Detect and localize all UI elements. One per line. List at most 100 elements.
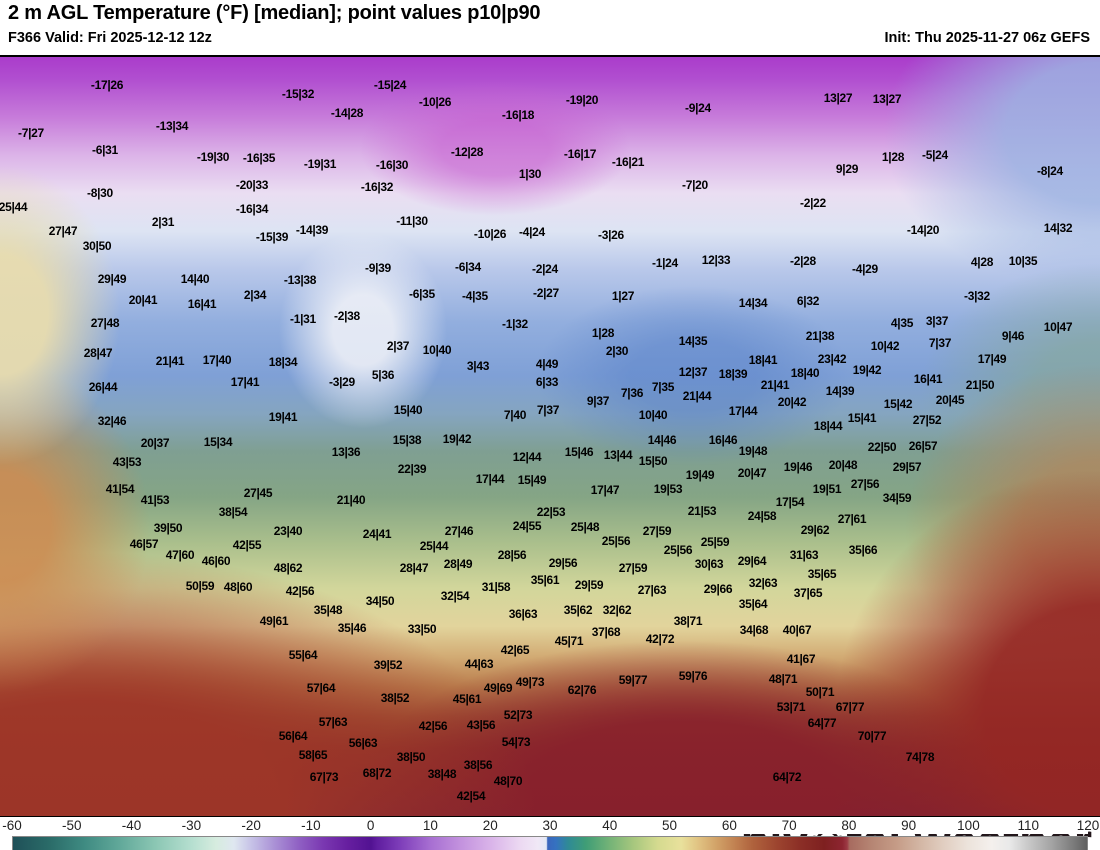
point-value: 23|42 [817, 352, 847, 366]
point-value: 64|77 [807, 716, 837, 730]
point-value: 42|54 [456, 789, 486, 803]
colorbar-tick-label: 110 [1017, 818, 1039, 833]
point-value: 52|73 [503, 708, 533, 722]
point-value: 14|32 [1043, 221, 1073, 235]
point-value: -16|30 [375, 158, 409, 172]
point-value: 29|62 [800, 523, 830, 537]
point-value: 19|51 [812, 482, 842, 496]
point-value: 42|55 [232, 538, 262, 552]
colorbar-tick-label: 90 [901, 818, 917, 833]
colorbar-tick-label: 120 [1076, 818, 1100, 833]
point-value: 17|44 [475, 472, 505, 486]
point-value: 3|37 [925, 314, 949, 328]
point-value: 25|56 [601, 534, 631, 548]
point-value: -16|35 [242, 151, 276, 165]
colorbar-tick-label: -20 [241, 818, 261, 833]
point-value: -7|27 [18, 126, 44, 140]
colorbar-tick-label: -50 [62, 818, 82, 833]
colorbar-tick-label: 100 [957, 818, 980, 833]
point-value: 15|40 [393, 403, 423, 417]
point-value: 33|50 [407, 622, 437, 636]
point-value: 2|31 [151, 215, 175, 229]
point-value: 27|52 [912, 413, 942, 427]
point-value: 48|70 [493, 774, 523, 788]
point-value: 55|64 [288, 648, 318, 662]
map-title: 2 m AGL Temperature (°F) [median]; point… [8, 2, 541, 24]
point-value: 35|46 [337, 621, 367, 635]
point-value: -2|27 [533, 286, 559, 300]
point-value: -8|30 [87, 186, 113, 200]
point-value: 6|32 [796, 294, 820, 308]
point-value: 31|63 [789, 548, 819, 562]
point-value: 45|71 [554, 634, 584, 648]
colorbar-tick-label: 10 [422, 818, 438, 833]
point-value: 38|56 [463, 758, 493, 772]
colorbar-tick-label: 80 [841, 818, 857, 833]
point-value: 20|41 [128, 293, 158, 307]
point-value: 24|41 [362, 527, 392, 541]
point-value: 10|42 [870, 339, 900, 353]
point-value: -6|31 [92, 143, 118, 157]
point-value: 19|48 [738, 444, 768, 458]
point-value: 16|41 [913, 372, 943, 386]
colorbar-tick-label: 60 [721, 818, 737, 833]
point-value: 39|50 [153, 521, 183, 535]
point-value: 42|65 [500, 643, 530, 657]
point-value: 4|28 [970, 255, 994, 269]
colorbar-tick-label: 30 [542, 818, 558, 833]
point-value: 19|49 [685, 468, 715, 482]
point-value: -4|29 [852, 262, 878, 276]
point-value: 15|34 [203, 435, 233, 449]
point-value: 2|30 [605, 344, 629, 358]
point-value: 26|57 [908, 439, 938, 453]
point-value: -2|38 [334, 309, 360, 323]
point-value: 20|48 [828, 458, 858, 472]
point-value: -3|26 [598, 228, 624, 242]
point-value: 15|46 [564, 445, 594, 459]
point-value: 25|56 [663, 543, 693, 557]
point-value: 14|39 [825, 384, 855, 398]
point-value: 59|76 [678, 669, 708, 683]
point-value: 48|71 [768, 672, 798, 686]
point-value: 32|62 [602, 603, 632, 617]
point-value: 25|44 [419, 539, 449, 553]
point-value: 19|41 [268, 410, 298, 424]
point-value: 44|63 [464, 657, 494, 671]
point-value: 37|68 [591, 625, 621, 639]
point-value: -9|24 [685, 101, 711, 115]
point-value: 1|28 [881, 150, 905, 164]
point-value: 9|46 [1001, 329, 1025, 343]
point-value: 74|78 [905, 750, 935, 764]
point-value: 59|77 [618, 673, 648, 687]
point-value: -1|24 [652, 256, 678, 270]
point-value: 32|54 [440, 589, 470, 603]
point-value: 20|47 [737, 466, 767, 480]
point-value: 19|42 [442, 432, 472, 446]
point-value: 43|53 [112, 455, 142, 469]
point-value: -4|35 [462, 289, 488, 303]
colorbar-tick-label: 0 [366, 818, 375, 833]
point-value: 39|52 [373, 658, 403, 672]
point-value: 29|56 [548, 556, 578, 570]
point-value: 18|40 [790, 366, 820, 380]
point-value: 34|68 [739, 623, 769, 637]
point-value: 27|59 [642, 524, 672, 538]
point-value: 7|37 [536, 403, 560, 417]
point-value: -10|26 [418, 95, 452, 109]
point-value: 62|76 [567, 683, 597, 697]
point-value: 15|50 [638, 454, 668, 468]
point-value: 50|59 [185, 579, 215, 593]
colorbar-tick-label: 70 [781, 818, 797, 833]
point-value: 35|62 [563, 603, 593, 617]
point-value: 17|41 [230, 375, 260, 389]
point-value: 18|39 [718, 367, 748, 381]
point-value: 2|34 [243, 288, 267, 302]
point-value: 14|40 [180, 272, 210, 286]
point-value: 41|54 [105, 482, 135, 496]
point-value: -16|34 [235, 202, 269, 216]
point-value: -17|26 [90, 78, 124, 92]
colorbar-tick-label: 20 [482, 818, 498, 833]
point-value: 18|34 [268, 355, 298, 369]
point-value: 56|63 [348, 736, 378, 750]
